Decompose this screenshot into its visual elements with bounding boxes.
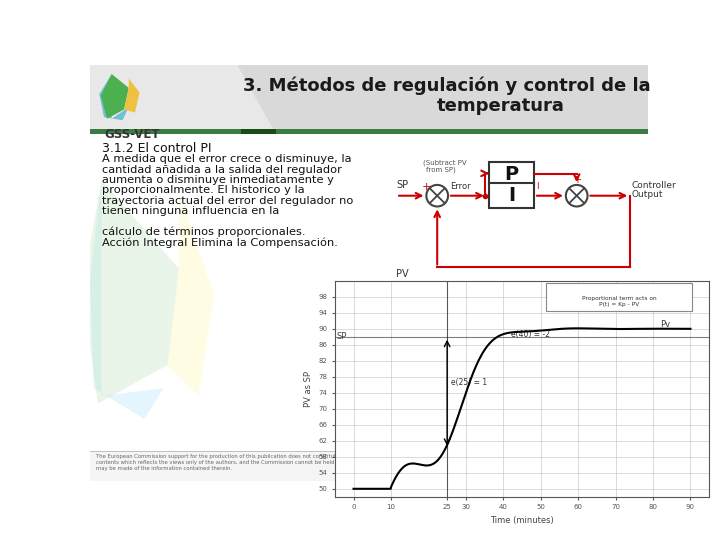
Text: cálculo de términos proporcionales.: cálculo de términos proporcionales.: [102, 227, 305, 238]
Text: aumenta o disminuye inmediatamente y: aumenta o disminuye inmediatamente y: [102, 175, 333, 185]
Text: e(25) = 1: e(25) = 1: [451, 378, 487, 387]
Text: 3.1.2 El control PI: 3.1.2 El control PI: [102, 142, 211, 155]
Polygon shape: [241, 129, 276, 134]
Polygon shape: [124, 79, 140, 112]
Text: e(40) = -2: e(40) = -2: [510, 330, 550, 339]
Text: The European Commission support for the production of this publication does not : The European Commission support for the …: [96, 455, 415, 471]
FancyBboxPatch shape: [90, 451, 648, 481]
Text: GSS-VET: GSS-VET: [104, 128, 159, 141]
Text: P: P: [505, 165, 518, 184]
Text: tienen ninguna influencia en la: tienen ninguna influencia en la: [102, 206, 279, 216]
Polygon shape: [101, 74, 129, 119]
Text: (Subtract PV: (Subtract PV: [423, 160, 467, 166]
Text: +: +: [573, 174, 581, 185]
Polygon shape: [99, 74, 129, 120]
Text: 3. Métodos de regulación y control de la: 3. Métodos de regulación y control de la: [243, 76, 650, 95]
Text: Funded by the
Erasmus + Programme
of the European Union: Funded by the Erasmus + Programme of the…: [513, 455, 577, 471]
Polygon shape: [90, 65, 276, 134]
Text: Proportional term acts on: Proportional term acts on: [582, 296, 657, 301]
Polygon shape: [168, 192, 214, 396]
Text: Pv: Pv: [660, 320, 670, 329]
Text: SP: SP: [396, 180, 408, 190]
X-axis label: Time (minutes): Time (minutes): [490, 516, 554, 525]
Polygon shape: [82, 180, 179, 403]
FancyBboxPatch shape: [90, 129, 648, 134]
Text: from SP): from SP): [426, 166, 456, 173]
Text: proporcionalmente. El historico y la: proporcionalmente. El historico y la: [102, 185, 305, 195]
Text: Error: Error: [451, 182, 471, 191]
Polygon shape: [90, 180, 163, 419]
FancyBboxPatch shape: [546, 283, 693, 311]
Text: +: +: [422, 183, 431, 192]
Text: P(t) = Kp - PV: P(t) = Kp - PV: [599, 302, 639, 307]
FancyBboxPatch shape: [90, 65, 648, 134]
Text: trayectoria actual del error del regulador no: trayectoria actual del error del regulad…: [102, 195, 353, 206]
Text: Controller: Controller: [631, 181, 677, 190]
Text: temperatura: temperatura: [437, 97, 564, 115]
Text: Output: Output: [631, 190, 663, 199]
Y-axis label: PV as SP: PV as SP: [304, 371, 312, 407]
Text: ★
★★★
★: ★ ★★★ ★: [624, 456, 639, 472]
Text: I: I: [508, 186, 516, 205]
FancyBboxPatch shape: [489, 184, 534, 208]
FancyBboxPatch shape: [621, 455, 642, 475]
Text: Acción Integral Elimina la Compensación.: Acción Integral Elimina la Compensación.: [102, 237, 338, 248]
FancyBboxPatch shape: [489, 162, 534, 186]
Text: I: I: [536, 182, 539, 191]
Text: A medida que el error crece o disminuye, la: A medida que el error crece o disminuye,…: [102, 154, 351, 164]
FancyBboxPatch shape: [90, 134, 648, 454]
Text: cantidad añadida a la salida del regulador: cantidad añadida a la salida del regulad…: [102, 165, 341, 174]
Text: SP: SP: [337, 332, 347, 341]
Text: PV: PV: [396, 269, 409, 279]
